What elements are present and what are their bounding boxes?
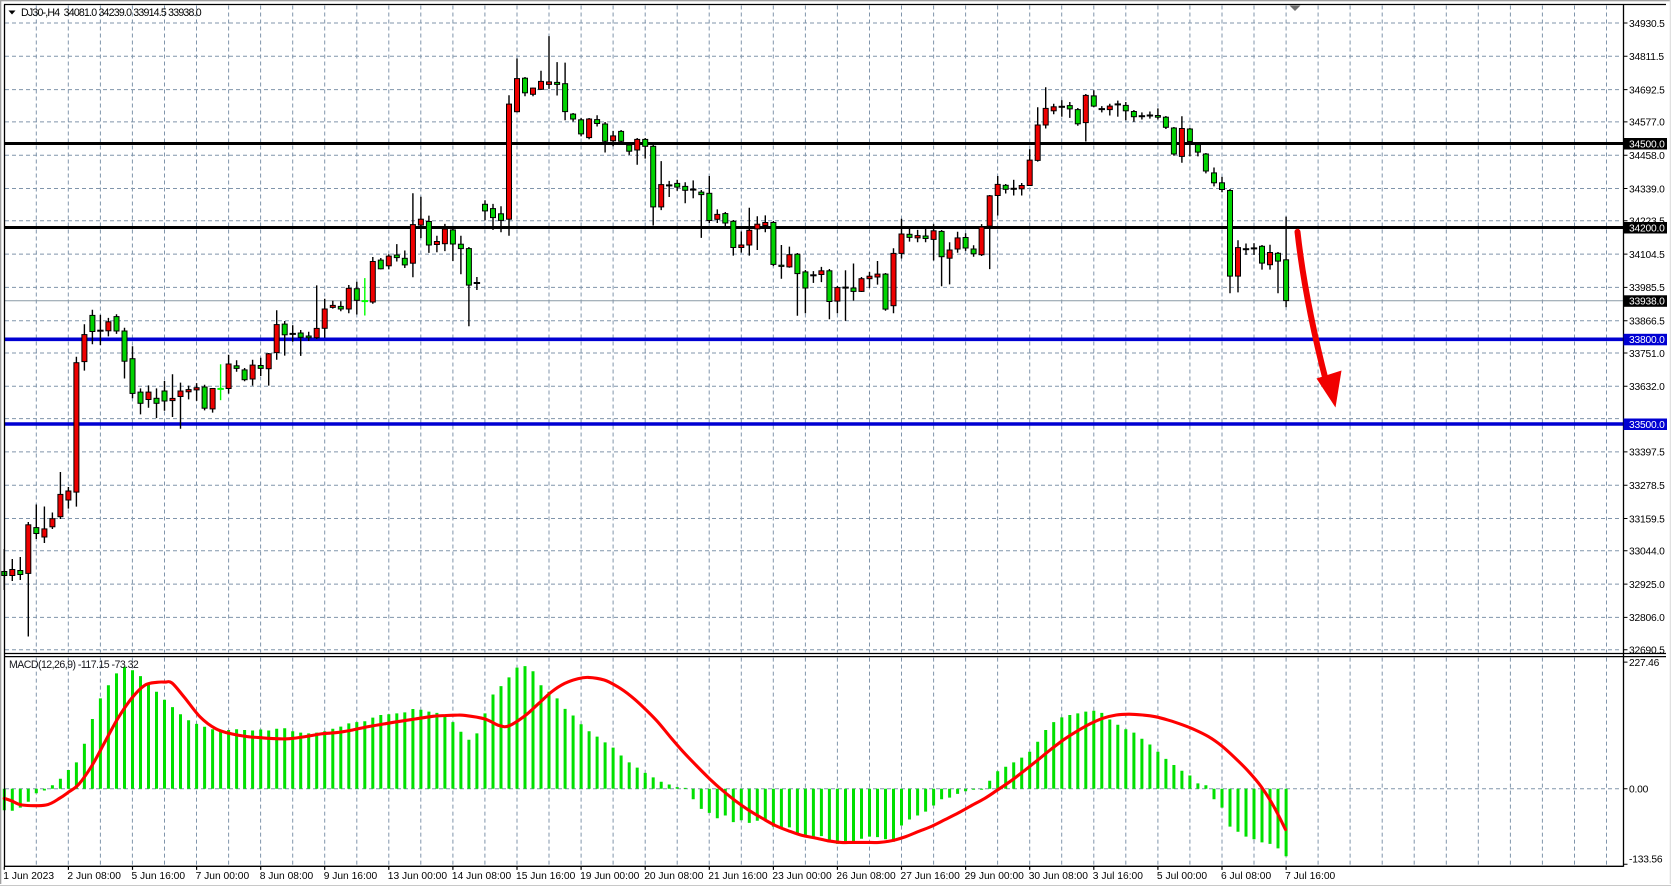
svg-text:6 Jul 08:00: 6 Jul 08:00 — [1221, 871, 1271, 882]
svg-text:32925.0: 32925.0 — [1629, 580, 1665, 591]
svg-text:3 Jul 16:00: 3 Jul 16:00 — [1093, 871, 1143, 882]
svg-text:MACD(12,26,9) -117.15 -73.32: MACD(12,26,9) -117.15 -73.32 — [9, 659, 139, 671]
svg-text:34811.5: 34811.5 — [1629, 52, 1664, 63]
svg-text:27 Jun 16:00: 27 Jun 16:00 — [901, 871, 961, 882]
svg-text:33397.5: 33397.5 — [1629, 448, 1665, 459]
svg-text:7 Jul 16:00: 7 Jul 16:00 — [1285, 871, 1335, 882]
svg-text:33800.0: 33800.0 — [1629, 335, 1665, 346]
svg-text:21 Jun 16:00: 21 Jun 16:00 — [708, 871, 768, 882]
svg-text:7 Jun 00:00: 7 Jun 00:00 — [196, 871, 250, 882]
svg-text:33985.5: 33985.5 — [1629, 283, 1665, 294]
svg-text:32690.5: 32690.5 — [1629, 646, 1665, 657]
svg-text:26 Jun 08:00: 26 Jun 08:00 — [836, 871, 896, 882]
svg-text:33866.5: 33866.5 — [1629, 317, 1665, 328]
svg-text:33500.0: 33500.0 — [1629, 420, 1665, 431]
svg-text:23 Jun 00:00: 23 Jun 00:00 — [772, 871, 832, 882]
svg-text:34200.0: 34200.0 — [1629, 223, 1665, 234]
svg-text:33938.0: 33938.0 — [1629, 297, 1665, 308]
svg-text:34339.0: 34339.0 — [1629, 184, 1665, 195]
svg-text:34930.5: 34930.5 — [1629, 19, 1665, 30]
svg-text:34692.5: 34692.5 — [1629, 85, 1665, 96]
svg-text:34104.5: 34104.5 — [1629, 250, 1665, 261]
svg-text:32806.0: 32806.0 — [1629, 613, 1665, 624]
svg-text:33751.0: 33751.0 — [1629, 349, 1665, 360]
svg-text:0.00: 0.00 — [1629, 785, 1649, 796]
svg-text:DJ30-,H4 34081.0 34239.0 3391: DJ30-,H4 34081.0 34239.0 33914.5 33938.0 — [21, 7, 202, 19]
svg-text:13 Jun 00:00: 13 Jun 00:00 — [388, 871, 448, 882]
svg-text:19 Jun 00:00: 19 Jun 00:00 — [580, 871, 640, 882]
svg-text:30 Jun 08:00: 30 Jun 08:00 — [1029, 871, 1089, 882]
svg-text:9 Jun 16:00: 9 Jun 16:00 — [324, 871, 378, 882]
svg-text:-133.56: -133.56 — [1629, 855, 1663, 866]
svg-text:34500.0: 34500.0 — [1629, 139, 1665, 150]
svg-text:14 Jun 08:00: 14 Jun 08:00 — [452, 871, 512, 882]
svg-text:20 Jun 08:00: 20 Jun 08:00 — [644, 871, 704, 882]
svg-text:227.46: 227.46 — [1629, 658, 1660, 669]
svg-text:2 Jun 08:00: 2 Jun 08:00 — [67, 871, 121, 882]
svg-text:1 Jun 2023: 1 Jun 2023 — [3, 871, 54, 882]
svg-text:5 Jun 16:00: 5 Jun 16:00 — [132, 871, 186, 882]
svg-text:34577.0: 34577.0 — [1629, 118, 1665, 129]
svg-text:5 Jul 00:00: 5 Jul 00:00 — [1157, 871, 1207, 882]
svg-text:33159.5: 33159.5 — [1629, 514, 1665, 525]
svg-text:33278.5: 33278.5 — [1629, 481, 1665, 492]
svg-text:33632.0: 33632.0 — [1629, 382, 1665, 393]
svg-text:33044.0: 33044.0 — [1629, 547, 1665, 558]
svg-text:34458.0: 34458.0 — [1629, 151, 1665, 162]
svg-text:15 Jun 16:00: 15 Jun 16:00 — [516, 871, 576, 882]
svg-text:8 Jun 08:00: 8 Jun 08:00 — [260, 871, 314, 882]
svg-text:29 Jun 00:00: 29 Jun 00:00 — [965, 871, 1025, 882]
